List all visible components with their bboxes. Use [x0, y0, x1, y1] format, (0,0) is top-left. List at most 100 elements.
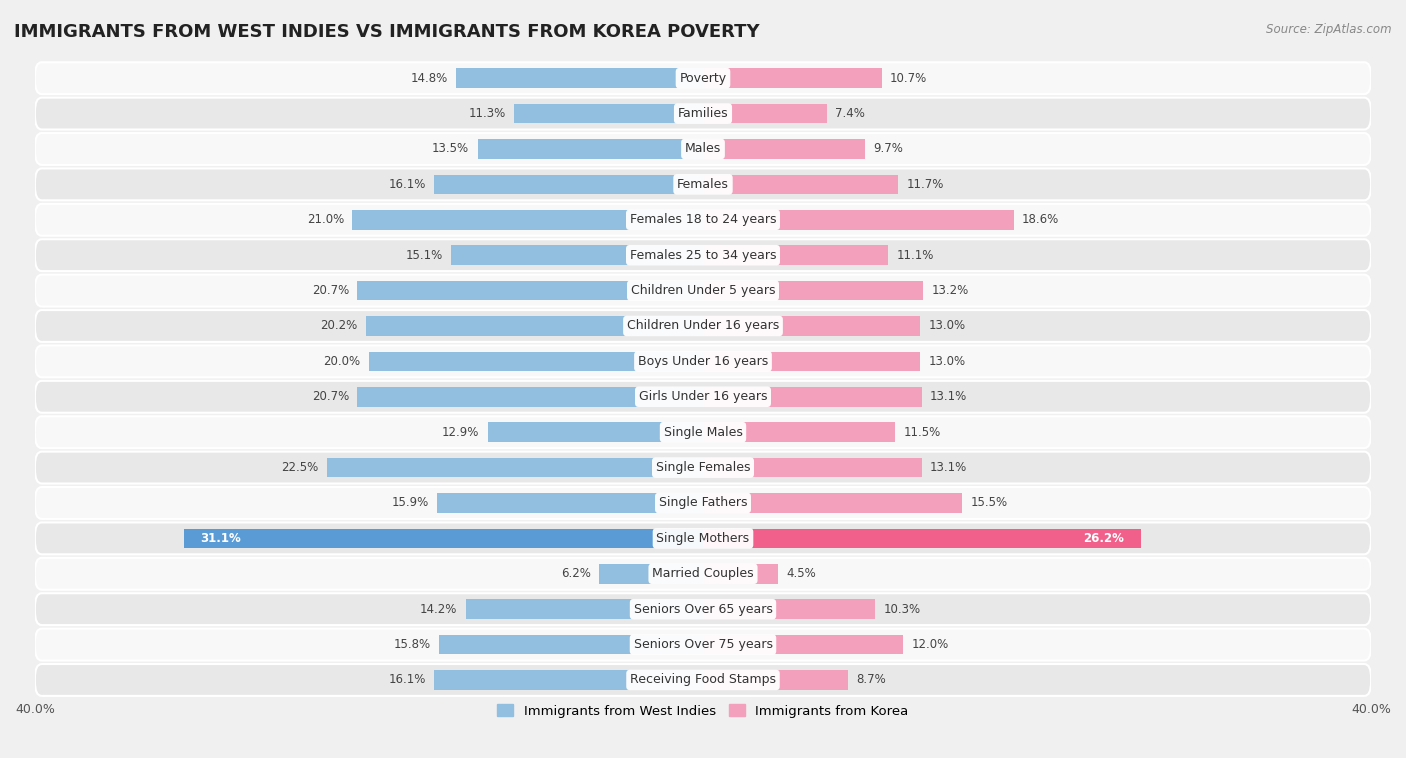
FancyBboxPatch shape — [35, 62, 1371, 94]
Text: Females: Females — [678, 178, 728, 191]
Text: 8.7%: 8.7% — [856, 673, 886, 687]
FancyBboxPatch shape — [35, 628, 1371, 660]
FancyBboxPatch shape — [35, 522, 1371, 554]
Bar — [703, 316, 920, 336]
Bar — [703, 246, 889, 265]
Text: Single Mothers: Single Mothers — [657, 532, 749, 545]
Text: 31.1%: 31.1% — [200, 532, 240, 545]
Text: 15.8%: 15.8% — [394, 638, 430, 651]
Text: 11.5%: 11.5% — [904, 426, 941, 439]
Text: 6.2%: 6.2% — [561, 567, 591, 581]
Bar — [703, 493, 962, 512]
Bar — [456, 68, 703, 88]
Bar — [703, 174, 898, 194]
Bar — [703, 210, 1014, 230]
Text: 11.7%: 11.7% — [907, 178, 945, 191]
FancyBboxPatch shape — [35, 664, 1371, 696]
Text: Boys Under 16 years: Boys Under 16 years — [638, 355, 768, 368]
Bar — [703, 670, 848, 690]
FancyBboxPatch shape — [35, 310, 1371, 342]
FancyBboxPatch shape — [35, 558, 1371, 590]
FancyBboxPatch shape — [35, 98, 1371, 130]
Text: 14.2%: 14.2% — [420, 603, 457, 615]
Text: 20.7%: 20.7% — [312, 390, 349, 403]
Text: 13.0%: 13.0% — [928, 319, 966, 333]
Bar — [353, 210, 703, 230]
Text: 15.9%: 15.9% — [392, 496, 429, 509]
Text: Females 25 to 34 years: Females 25 to 34 years — [630, 249, 776, 262]
Text: Families: Families — [678, 107, 728, 120]
Text: 4.5%: 4.5% — [786, 567, 817, 581]
Bar — [703, 68, 882, 88]
FancyBboxPatch shape — [35, 274, 1371, 306]
Bar — [703, 352, 920, 371]
Text: 16.1%: 16.1% — [388, 178, 426, 191]
Bar — [703, 387, 922, 406]
Text: 13.1%: 13.1% — [931, 461, 967, 474]
FancyBboxPatch shape — [35, 346, 1371, 377]
Text: 21.0%: 21.0% — [307, 213, 344, 227]
Bar — [439, 635, 703, 654]
Legend: Immigrants from West Indies, Immigrants from Korea: Immigrants from West Indies, Immigrants … — [492, 699, 914, 723]
Bar — [703, 600, 875, 619]
Text: Single Males: Single Males — [664, 426, 742, 439]
Text: Married Couples: Married Couples — [652, 567, 754, 581]
FancyBboxPatch shape — [35, 416, 1371, 448]
Text: 13.5%: 13.5% — [432, 143, 470, 155]
Bar — [357, 387, 703, 406]
Text: Females 18 to 24 years: Females 18 to 24 years — [630, 213, 776, 227]
FancyBboxPatch shape — [35, 487, 1371, 519]
Text: 13.0%: 13.0% — [928, 355, 966, 368]
Text: 13.1%: 13.1% — [931, 390, 967, 403]
Text: 11.3%: 11.3% — [468, 107, 506, 120]
Bar — [437, 493, 703, 512]
Text: Source: ZipAtlas.com: Source: ZipAtlas.com — [1267, 23, 1392, 36]
FancyBboxPatch shape — [35, 133, 1371, 165]
Text: 20.2%: 20.2% — [321, 319, 357, 333]
Bar — [703, 458, 922, 478]
Bar — [366, 316, 703, 336]
Text: 15.1%: 15.1% — [405, 249, 443, 262]
Text: 7.4%: 7.4% — [835, 107, 865, 120]
Bar — [703, 104, 827, 124]
Bar — [357, 281, 703, 300]
Bar — [703, 139, 865, 158]
FancyBboxPatch shape — [35, 168, 1371, 200]
Bar — [703, 635, 904, 654]
Text: 14.8%: 14.8% — [411, 72, 447, 85]
Bar — [478, 139, 703, 158]
Bar — [434, 670, 703, 690]
Text: 10.7%: 10.7% — [890, 72, 928, 85]
FancyBboxPatch shape — [35, 204, 1371, 236]
Text: Children Under 16 years: Children Under 16 years — [627, 319, 779, 333]
Bar — [703, 422, 896, 442]
Bar — [703, 281, 924, 300]
Text: 18.6%: 18.6% — [1022, 213, 1059, 227]
Bar — [599, 564, 703, 584]
Text: 20.0%: 20.0% — [323, 355, 360, 368]
Bar — [434, 174, 703, 194]
Text: Males: Males — [685, 143, 721, 155]
Text: 15.5%: 15.5% — [970, 496, 1007, 509]
Text: 13.2%: 13.2% — [932, 284, 969, 297]
Bar — [703, 564, 778, 584]
Bar — [515, 104, 703, 124]
Text: IMMIGRANTS FROM WEST INDIES VS IMMIGRANTS FROM KOREA POVERTY: IMMIGRANTS FROM WEST INDIES VS IMMIGRANT… — [14, 23, 759, 41]
Text: Receiving Food Stamps: Receiving Food Stamps — [630, 673, 776, 687]
Bar — [184, 528, 703, 548]
Text: 10.3%: 10.3% — [883, 603, 921, 615]
Text: Girls Under 16 years: Girls Under 16 years — [638, 390, 768, 403]
Text: 9.7%: 9.7% — [873, 143, 903, 155]
FancyBboxPatch shape — [35, 240, 1371, 271]
Text: Seniors Over 75 years: Seniors Over 75 years — [634, 638, 772, 651]
Text: 11.1%: 11.1% — [897, 249, 934, 262]
Text: 20.7%: 20.7% — [312, 284, 349, 297]
FancyBboxPatch shape — [35, 594, 1371, 625]
Text: 26.2%: 26.2% — [1083, 532, 1123, 545]
Text: Poverty: Poverty — [679, 72, 727, 85]
Text: Single Females: Single Females — [655, 461, 751, 474]
Text: 16.1%: 16.1% — [388, 673, 426, 687]
FancyBboxPatch shape — [35, 452, 1371, 484]
Text: 22.5%: 22.5% — [281, 461, 319, 474]
Bar — [328, 458, 703, 478]
